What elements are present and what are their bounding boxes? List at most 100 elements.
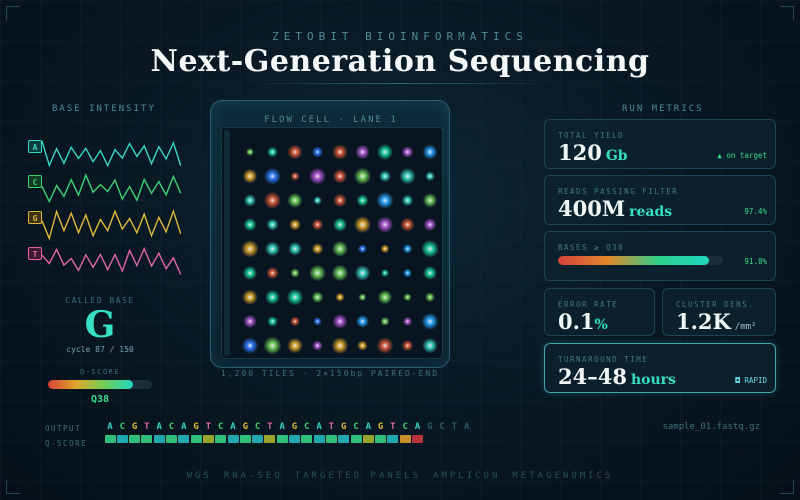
turnaround-number: 24–48	[558, 364, 627, 389]
cluster-spot	[309, 264, 326, 282]
sequence-qscore-cell	[215, 435, 227, 443]
sequence-base: G	[131, 422, 138, 432]
run-metrics-label: RUN METRICS	[622, 104, 704, 114]
turnaround-value: 24–48 hours	[558, 364, 676, 389]
sequence-qscore-cell	[301, 435, 313, 443]
sequence-qscore-cell	[289, 435, 300, 443]
sequence-base: A	[107, 422, 113, 432]
cluster-spot	[403, 293, 412, 302]
cluster-density-value: 1.2K/mm²	[676, 309, 756, 334]
cluster-spot	[332, 169, 348, 184]
base-badge-a: A	[28, 140, 42, 153]
reads-pf-label: READS PASSING FILTER	[558, 187, 679, 196]
cluster-spot	[377, 290, 393, 305]
cluster-spot	[263, 167, 282, 185]
cluster-spot	[335, 292, 345, 302]
cluster-spot	[355, 144, 370, 160]
sequence-base: G	[377, 422, 384, 432]
sequence-base: G	[340, 422, 347, 432]
total-yield-value: 120 Gb	[558, 140, 628, 165]
cluster-spot	[311, 146, 324, 158]
turnaround-label: TURNAROUND TIME	[558, 355, 649, 364]
cluster-spot	[242, 168, 258, 184]
cluster-spot	[356, 194, 369, 207]
brand-name: ZETOBIT BIOINFORMATICS	[272, 30, 528, 43]
sequence-base: G	[427, 422, 433, 432]
sequence-qscore-cell	[141, 435, 153, 443]
cluster-spot	[403, 268, 412, 278]
cluster-spot	[376, 337, 394, 354]
error-rate-number: 0.1	[558, 309, 595, 334]
sequence-qscore-cell	[350, 435, 362, 443]
sequence-base: A	[279, 422, 285, 432]
corner-bracket	[780, 480, 794, 494]
sequence-base: G	[242, 422, 248, 432]
total-yield-note: ▲ on target	[717, 151, 767, 160]
sequence-base: C	[119, 422, 125, 432]
corner-bracket	[780, 6, 794, 20]
total-yield-unit: Gb	[605, 148, 628, 164]
sequence-qscore-cell	[375, 435, 387, 443]
sequence-base: C	[304, 422, 310, 432]
cluster-spot	[289, 218, 301, 231]
cluster-spot	[287, 144, 303, 160]
error-rate-unit: %	[594, 317, 608, 333]
base-badge-c: C	[28, 175, 42, 188]
intensity-trace-c: C	[28, 171, 182, 207]
intensity-line-c	[41, 173, 182, 204]
sequence-qscore-cell	[178, 435, 190, 443]
output-file-name: sample_01.fastq.gz	[662, 422, 760, 432]
sequence-qscore-cell	[362, 435, 374, 443]
bases-q30-note: 91.8%	[744, 257, 767, 266]
cluster-spot	[402, 244, 413, 254]
cluster-spot	[241, 240, 259, 258]
sequence-base: T	[451, 422, 458, 432]
cluster-spot	[422, 265, 438, 281]
cluster-spot	[290, 171, 300, 181]
intensity-line-g	[41, 209, 182, 241]
cluster-spot	[311, 243, 324, 255]
cluster-spot	[376, 191, 394, 209]
sequence-base: G	[291, 422, 298, 432]
base-badge-t: T	[28, 247, 42, 260]
sequence-base: C	[353, 422, 359, 432]
cluster-spot	[399, 168, 416, 185]
cluster-spot	[312, 340, 323, 351]
cluster-spot	[331, 264, 349, 282]
application-list: WGS RNA-SEQ TARGETED PANELS AMPLICON METAGEN…	[0, 471, 800, 481]
total-yield-label: TOTAL YIELD	[558, 131, 625, 140]
cluster-spot	[354, 265, 371, 281]
sequence-base: A	[181, 422, 187, 432]
bases-q30-bar	[558, 256, 723, 265]
flow-cell: FLOW CELL · LANE 1	[210, 100, 450, 368]
cluster-spot	[333, 193, 347, 208]
turnaround-note: ◘ RAPID	[735, 376, 767, 385]
base-badge-g: G	[28, 211, 42, 224]
cluster-spot	[308, 167, 327, 185]
cluster-spot	[421, 239, 439, 258]
cluster-spot	[287, 192, 303, 208]
total-yield-number: 120	[558, 140, 602, 165]
sequence-base: T	[328, 422, 335, 432]
bases-q30-card: BASES ≥ Q30 91.8%	[544, 231, 776, 281]
cycle-counter: cycle 87 / 150	[66, 345, 134, 354]
sequence-qscore-cell	[276, 435, 288, 443]
application-item: TARGETED PANELS	[294, 471, 422, 481]
cluster-spot	[266, 218, 279, 231]
cluster-spot	[421, 312, 439, 330]
sequence-base: C	[402, 422, 408, 432]
cluster-spot	[422, 144, 438, 160]
cluster-spot	[242, 265, 258, 281]
qscore-panel: Q-SCORE Q38	[48, 368, 152, 405]
cluster-spot	[313, 196, 322, 205]
sequence-qscore-cell	[153, 435, 165, 443]
reads-pf-value: 400M reads	[558, 196, 672, 221]
cluster-spot	[243, 218, 257, 232]
error-rate-value: 0.1%	[558, 309, 608, 334]
cluster-density-number: 1.2K	[676, 309, 731, 334]
sequence-base: C	[168, 422, 175, 432]
sequence-base: G	[193, 422, 199, 432]
corner-bracket	[6, 480, 20, 494]
sequence-qscore-cell	[338, 435, 350, 443]
cluster-density-label: CLUSTER DENS.	[676, 300, 755, 309]
